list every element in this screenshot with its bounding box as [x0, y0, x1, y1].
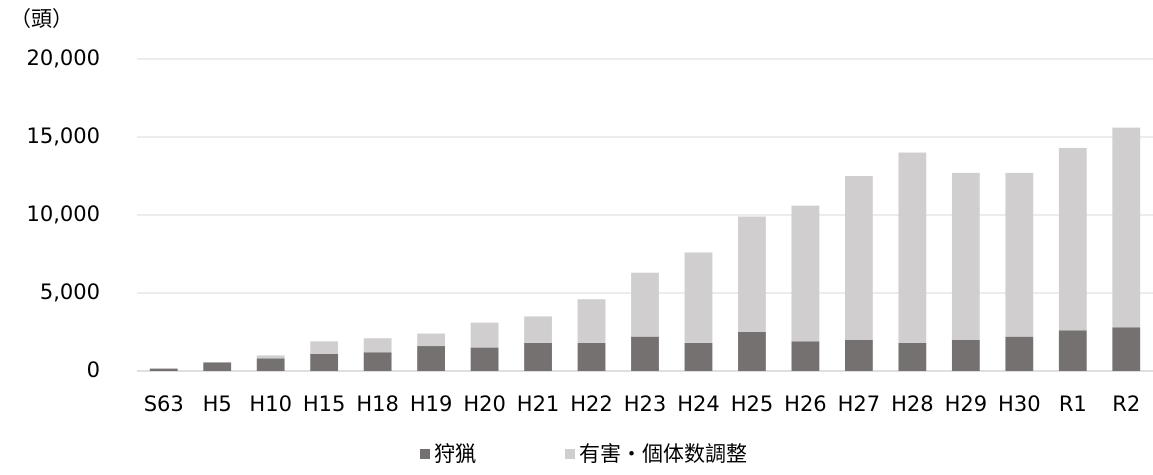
x-tick-label: H10	[249, 392, 292, 416]
y-tick-label: 15,000	[27, 124, 100, 148]
bar-segment	[1059, 148, 1087, 331]
bar-segment	[1005, 337, 1033, 371]
unit-label: （頭）	[10, 7, 73, 31]
bar-segment	[471, 348, 499, 371]
x-tick-label: S63	[144, 392, 184, 416]
bar-segment	[738, 332, 766, 371]
bar-segment	[578, 299, 606, 343]
bar-segment	[310, 354, 338, 371]
bar-segment	[1005, 173, 1033, 337]
bar-segment	[845, 176, 873, 340]
x-tick-label: H22	[570, 392, 613, 416]
bar-segment	[1112, 327, 1140, 371]
x-tick-label: R2	[1112, 392, 1140, 416]
x-tick-label: H24	[677, 392, 720, 416]
bar-segment	[364, 352, 392, 371]
x-tick-label: H25	[731, 392, 774, 416]
bar-segment	[792, 206, 820, 342]
x-tick-label: H21	[517, 392, 560, 416]
x-tick-label: H28	[891, 392, 934, 416]
x-tick-label: H5	[203, 392, 232, 416]
legend-swatch	[420, 449, 430, 459]
x-tick-label: H26	[784, 392, 827, 416]
bar-segment	[417, 334, 445, 346]
x-tick-label: H30	[998, 392, 1041, 416]
x-tick-label: H20	[463, 392, 506, 416]
bar-segment	[738, 217, 766, 332]
x-tick-label: H19	[410, 392, 453, 416]
bar-segment	[845, 340, 873, 371]
x-tick-label: H15	[303, 392, 346, 416]
bar-segment	[952, 340, 980, 371]
bar-segment	[631, 273, 659, 337]
x-tick-label: H27	[838, 392, 881, 416]
bar-segment	[257, 359, 285, 371]
legend-label: 狩猟	[434, 442, 476, 466]
bar-segment	[578, 343, 606, 371]
bar-segment	[792, 341, 820, 371]
bar-segment	[364, 338, 392, 352]
y-tick-label: 0	[87, 358, 100, 382]
bar-segment	[898, 343, 926, 371]
legend-swatch	[565, 449, 575, 459]
x-tick-label: R1	[1059, 392, 1087, 416]
bar-segment	[631, 337, 659, 371]
bar-segment	[952, 173, 980, 340]
bar-segment	[524, 343, 552, 371]
bar-segment	[150, 369, 178, 371]
bar-segment	[1059, 330, 1087, 371]
x-tick-label: H18	[356, 392, 399, 416]
bar-segment	[471, 323, 499, 348]
bar-segment	[1112, 128, 1140, 328]
bar-segment	[898, 153, 926, 343]
bar-segment	[257, 355, 285, 358]
legend-label: 有害・個体数調整	[579, 442, 747, 466]
bar-segment	[203, 362, 231, 371]
bar-segment	[310, 341, 338, 353]
y-tick-label: 10,000	[27, 202, 100, 226]
bar-segment	[524, 316, 552, 343]
y-tick-label: 20,000	[27, 46, 100, 70]
bar-segment	[417, 346, 445, 371]
bar-segment	[685, 343, 713, 371]
bar-segment	[685, 252, 713, 342]
x-tick-label: H23	[624, 392, 667, 416]
y-tick-label: 5,000	[40, 280, 100, 304]
x-tick-label: H29	[945, 392, 988, 416]
